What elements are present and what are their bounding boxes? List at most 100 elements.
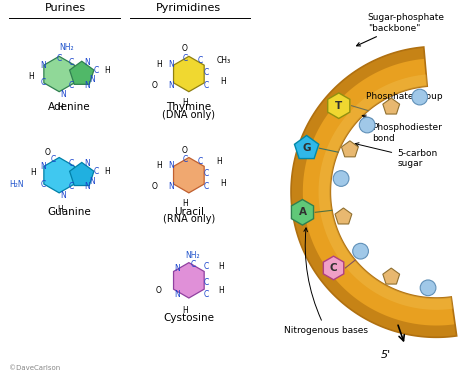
Polygon shape <box>319 74 453 310</box>
Circle shape <box>412 89 428 105</box>
Circle shape <box>420 280 436 296</box>
Text: Adenine: Adenine <box>48 102 91 113</box>
Text: C: C <box>68 183 73 192</box>
Text: Phosphodiester
bond: Phosphodiester bond <box>362 115 442 143</box>
Text: H: H <box>219 286 224 295</box>
Text: C: C <box>204 262 209 271</box>
Polygon shape <box>44 56 74 92</box>
Text: H: H <box>219 262 224 271</box>
Text: N: N <box>41 162 46 171</box>
Polygon shape <box>328 93 350 118</box>
Text: T: T <box>335 101 342 111</box>
Text: H: H <box>104 167 110 176</box>
Text: C: C <box>204 290 209 299</box>
Text: NH₂: NH₂ <box>185 251 200 260</box>
Text: H: H <box>182 98 188 107</box>
Text: C: C <box>204 278 209 287</box>
Text: C: C <box>68 81 73 90</box>
Polygon shape <box>70 163 94 186</box>
Text: H: H <box>57 204 63 214</box>
Text: C: C <box>330 263 337 273</box>
Text: H: H <box>104 65 110 74</box>
Text: C: C <box>56 54 62 63</box>
Polygon shape <box>70 61 94 84</box>
Text: O: O <box>155 286 161 295</box>
Text: O: O <box>182 44 188 53</box>
Text: H: H <box>182 306 188 315</box>
Text: C: C <box>204 169 209 178</box>
Polygon shape <box>291 47 456 337</box>
Text: C: C <box>204 68 209 76</box>
Text: N: N <box>168 161 174 170</box>
Polygon shape <box>383 268 400 284</box>
Polygon shape <box>291 47 456 337</box>
Text: C: C <box>41 78 46 87</box>
Text: C: C <box>68 58 73 67</box>
Text: N: N <box>84 58 90 67</box>
Text: N: N <box>60 90 66 99</box>
Text: C: C <box>190 260 195 269</box>
Text: N: N <box>84 81 90 90</box>
Text: N: N <box>168 81 174 90</box>
Text: Purines: Purines <box>45 3 86 13</box>
Polygon shape <box>323 256 344 280</box>
Text: O: O <box>182 146 188 155</box>
Text: Cystosine: Cystosine <box>164 313 214 323</box>
Polygon shape <box>335 208 352 224</box>
Text: NH₂: NH₂ <box>60 43 74 53</box>
Text: H: H <box>28 73 34 81</box>
Text: H: H <box>182 199 188 208</box>
Text: H: H <box>220 178 226 187</box>
Text: Pyrimidines: Pyrimidines <box>156 3 221 13</box>
Text: A: A <box>299 207 307 217</box>
Text: Guanine: Guanine <box>47 207 91 217</box>
Text: H: H <box>30 168 36 177</box>
Text: C: C <box>41 180 46 189</box>
Text: H₂N: H₂N <box>9 180 24 189</box>
Text: (DNA only): (DNA only) <box>163 110 215 120</box>
Text: N: N <box>41 60 46 70</box>
Text: C: C <box>94 167 99 176</box>
Polygon shape <box>173 263 204 298</box>
Text: N: N <box>90 75 95 84</box>
Text: Phosphate group: Phosphate group <box>366 92 442 106</box>
Text: Nitrogenous bases: Nitrogenous bases <box>284 228 368 335</box>
Text: C: C <box>94 65 99 74</box>
Circle shape <box>353 243 368 259</box>
Text: H: H <box>156 161 162 170</box>
Text: N: N <box>84 159 90 168</box>
Text: N: N <box>174 290 180 299</box>
Text: H: H <box>57 104 63 113</box>
Text: H: H <box>220 77 226 86</box>
Text: (RNA only): (RNA only) <box>163 214 215 225</box>
Text: N: N <box>174 264 180 273</box>
Text: H: H <box>156 60 162 69</box>
Text: C: C <box>68 159 73 168</box>
Text: H: H <box>216 157 222 166</box>
Text: O: O <box>45 147 50 156</box>
Circle shape <box>359 117 375 133</box>
Text: CH₃: CH₃ <box>216 56 230 65</box>
Polygon shape <box>383 98 400 114</box>
Text: C: C <box>182 155 188 164</box>
Polygon shape <box>341 141 358 157</box>
Text: O: O <box>152 81 157 90</box>
Text: C: C <box>198 157 203 166</box>
Text: N: N <box>168 60 174 69</box>
Polygon shape <box>173 56 204 92</box>
Text: 5-carbon
sugar: 5-carbon sugar <box>355 143 438 168</box>
Text: C: C <box>198 56 203 65</box>
Text: Thymine: Thymine <box>166 102 211 113</box>
Text: N: N <box>84 183 90 192</box>
Text: N: N <box>90 177 95 186</box>
Text: G: G <box>302 143 311 153</box>
Circle shape <box>333 170 349 186</box>
Text: ©DaveCarlson: ©DaveCarlson <box>9 365 60 371</box>
Polygon shape <box>44 158 74 193</box>
Text: Uracil: Uracil <box>174 207 204 217</box>
Text: Sugar-phosphate
"backbone": Sugar-phosphate "backbone" <box>356 13 445 46</box>
Polygon shape <box>292 200 313 225</box>
Polygon shape <box>173 158 204 193</box>
Text: C: C <box>204 81 209 90</box>
Text: O: O <box>152 183 157 192</box>
